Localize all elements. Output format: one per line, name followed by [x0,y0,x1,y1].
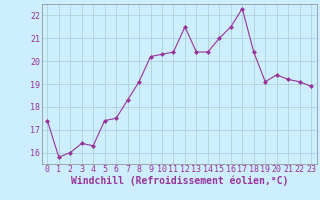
X-axis label: Windchill (Refroidissement éolien,°C): Windchill (Refroidissement éolien,°C) [70,176,288,186]
